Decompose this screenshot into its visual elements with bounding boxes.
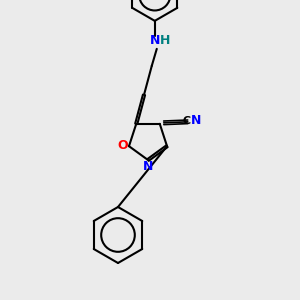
Text: H: H <box>160 34 170 47</box>
Text: O: O <box>118 139 128 152</box>
Text: N: N <box>150 34 160 47</box>
Text: N: N <box>190 114 201 127</box>
Text: N: N <box>143 160 153 173</box>
Text: C: C <box>183 116 191 126</box>
